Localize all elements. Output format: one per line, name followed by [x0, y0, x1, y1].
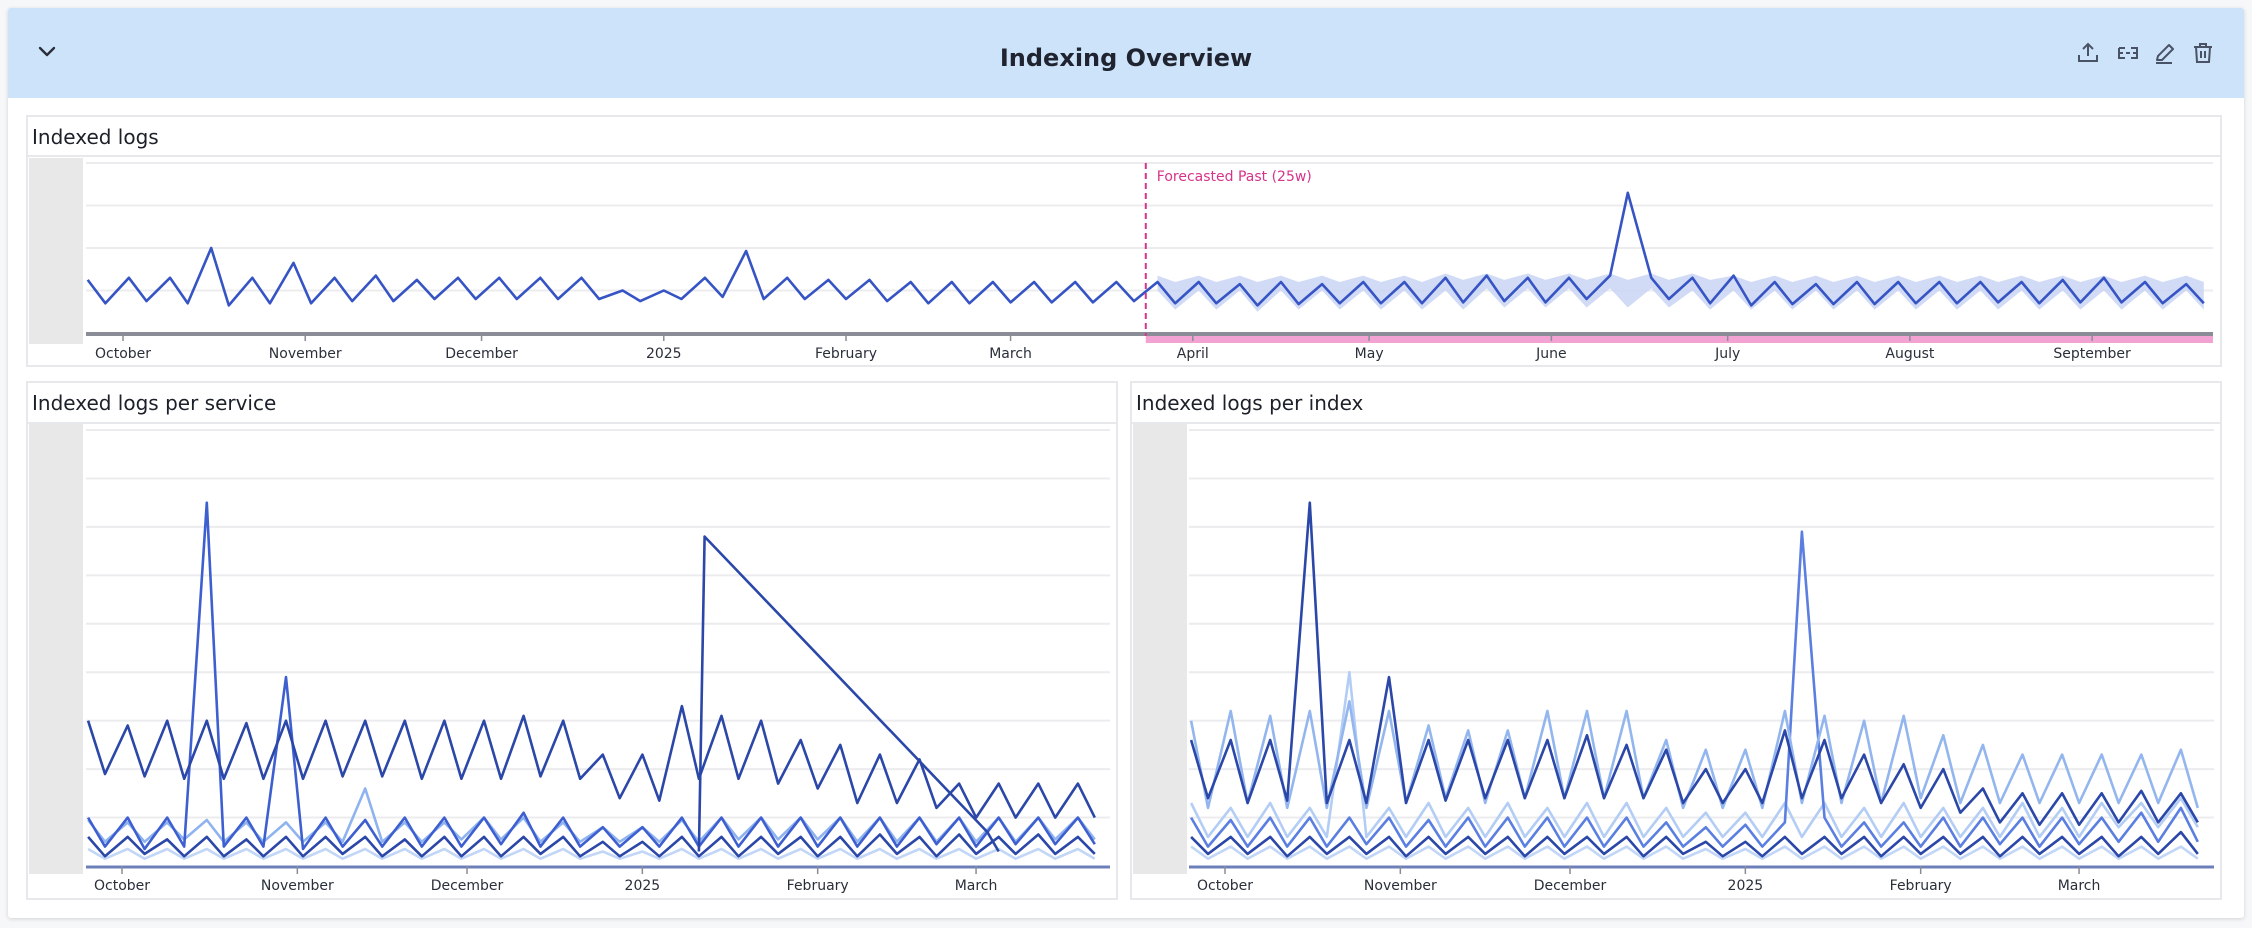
- x-tick-label: November: [1364, 878, 1437, 894]
- chevron-down-icon[interactable]: [36, 40, 58, 62]
- x-tick-label: October: [95, 346, 151, 362]
- series-line-3[interactable]: [1189, 530, 2199, 848]
- widget-title: Indexed logs per index: [1136, 391, 1364, 415]
- x-tick-label: 2025: [1728, 878, 1764, 894]
- widget-title: Indexed logs: [32, 125, 159, 149]
- x-tick-label: October: [1197, 878, 1253, 894]
- series-line-5[interactable]: [697, 535, 1000, 853]
- series-line-1[interactable]: [1189, 670, 2199, 839]
- x-tick-label: February: [815, 346, 877, 362]
- x-tick-label: 2025: [646, 346, 682, 362]
- forecast-range-bar: [1145, 336, 2213, 343]
- widget-indexed-logs: Indexed logs: [26, 115, 2222, 367]
- x-tick-label: December: [431, 878, 504, 894]
- group-title: Indexing Overview: [999, 44, 1253, 72]
- series-line-2[interactable]: [1190, 830, 2199, 858]
- widget-indexed-logs-per-service: Indexed logs per service: [26, 381, 1118, 900]
- x-tick-label: December: [1534, 878, 1607, 894]
- series-line-4[interactable]: [1189, 700, 2200, 810]
- x-tick-label: March: [955, 878, 998, 894]
- forecast-label: Forecasted Past (25w): [1157, 169, 1312, 185]
- series-line-2[interactable]: [87, 833, 1096, 858]
- x-tick-label: December: [445, 346, 518, 362]
- title-divider: [28, 155, 2220, 157]
- series-line-0[interactable]: [86, 191, 2205, 307]
- widget-title: Indexed logs per service: [32, 391, 277, 415]
- series-line-0[interactable]: [87, 847, 1096, 860]
- x-tick-label: March: [989, 346, 1032, 362]
- series-line-3[interactable]: [86, 501, 1096, 851]
- series-line-5[interactable]: [1189, 501, 2199, 827]
- x-tick-label: August: [1885, 346, 1935, 362]
- x-tick-label: November: [269, 346, 342, 362]
- x-tick-label: July: [1714, 346, 1740, 362]
- y-axis-area: [1133, 424, 1187, 874]
- x-tick-label: May: [1355, 346, 1384, 362]
- title-divider: [28, 422, 1116, 424]
- x-tick-label: February: [787, 878, 849, 894]
- x-tick-label: November: [261, 878, 334, 894]
- x-tick-label: 2025: [625, 878, 661, 894]
- edit-icon[interactable]: [2152, 40, 2178, 66]
- chart-0: Forecasted Past (25w) October November Dece…: [86, 162, 2213, 362]
- x-tick-label: September: [2053, 346, 2131, 362]
- x-tick-label: June: [1535, 346, 1567, 362]
- trash-icon[interactable]: [2190, 40, 2216, 66]
- series-line-4[interactable]: [86, 704, 1096, 819]
- chart-2: October November December 2025 February March: [1189, 429, 2214, 894]
- y-axis-area: [29, 424, 83, 874]
- y-axis-area: [29, 158, 83, 344]
- series-line-0[interactable]: [1190, 845, 2199, 860]
- forecast-band: [1157, 273, 2204, 312]
- x-tick-label: April: [1177, 346, 1209, 362]
- x-tick-label: February: [1890, 878, 1952, 894]
- chart-1: October November December 2025 February March: [86, 429, 1110, 894]
- x-tick-label: March: [2058, 878, 2101, 894]
- clone-icon[interactable]: [2115, 40, 2141, 66]
- group-header: Indexing Overview: [8, 8, 2244, 98]
- export-icon[interactable]: [2075, 40, 2101, 66]
- x-tick-label: October: [94, 878, 150, 894]
- title-divider: [1132, 422, 2220, 424]
